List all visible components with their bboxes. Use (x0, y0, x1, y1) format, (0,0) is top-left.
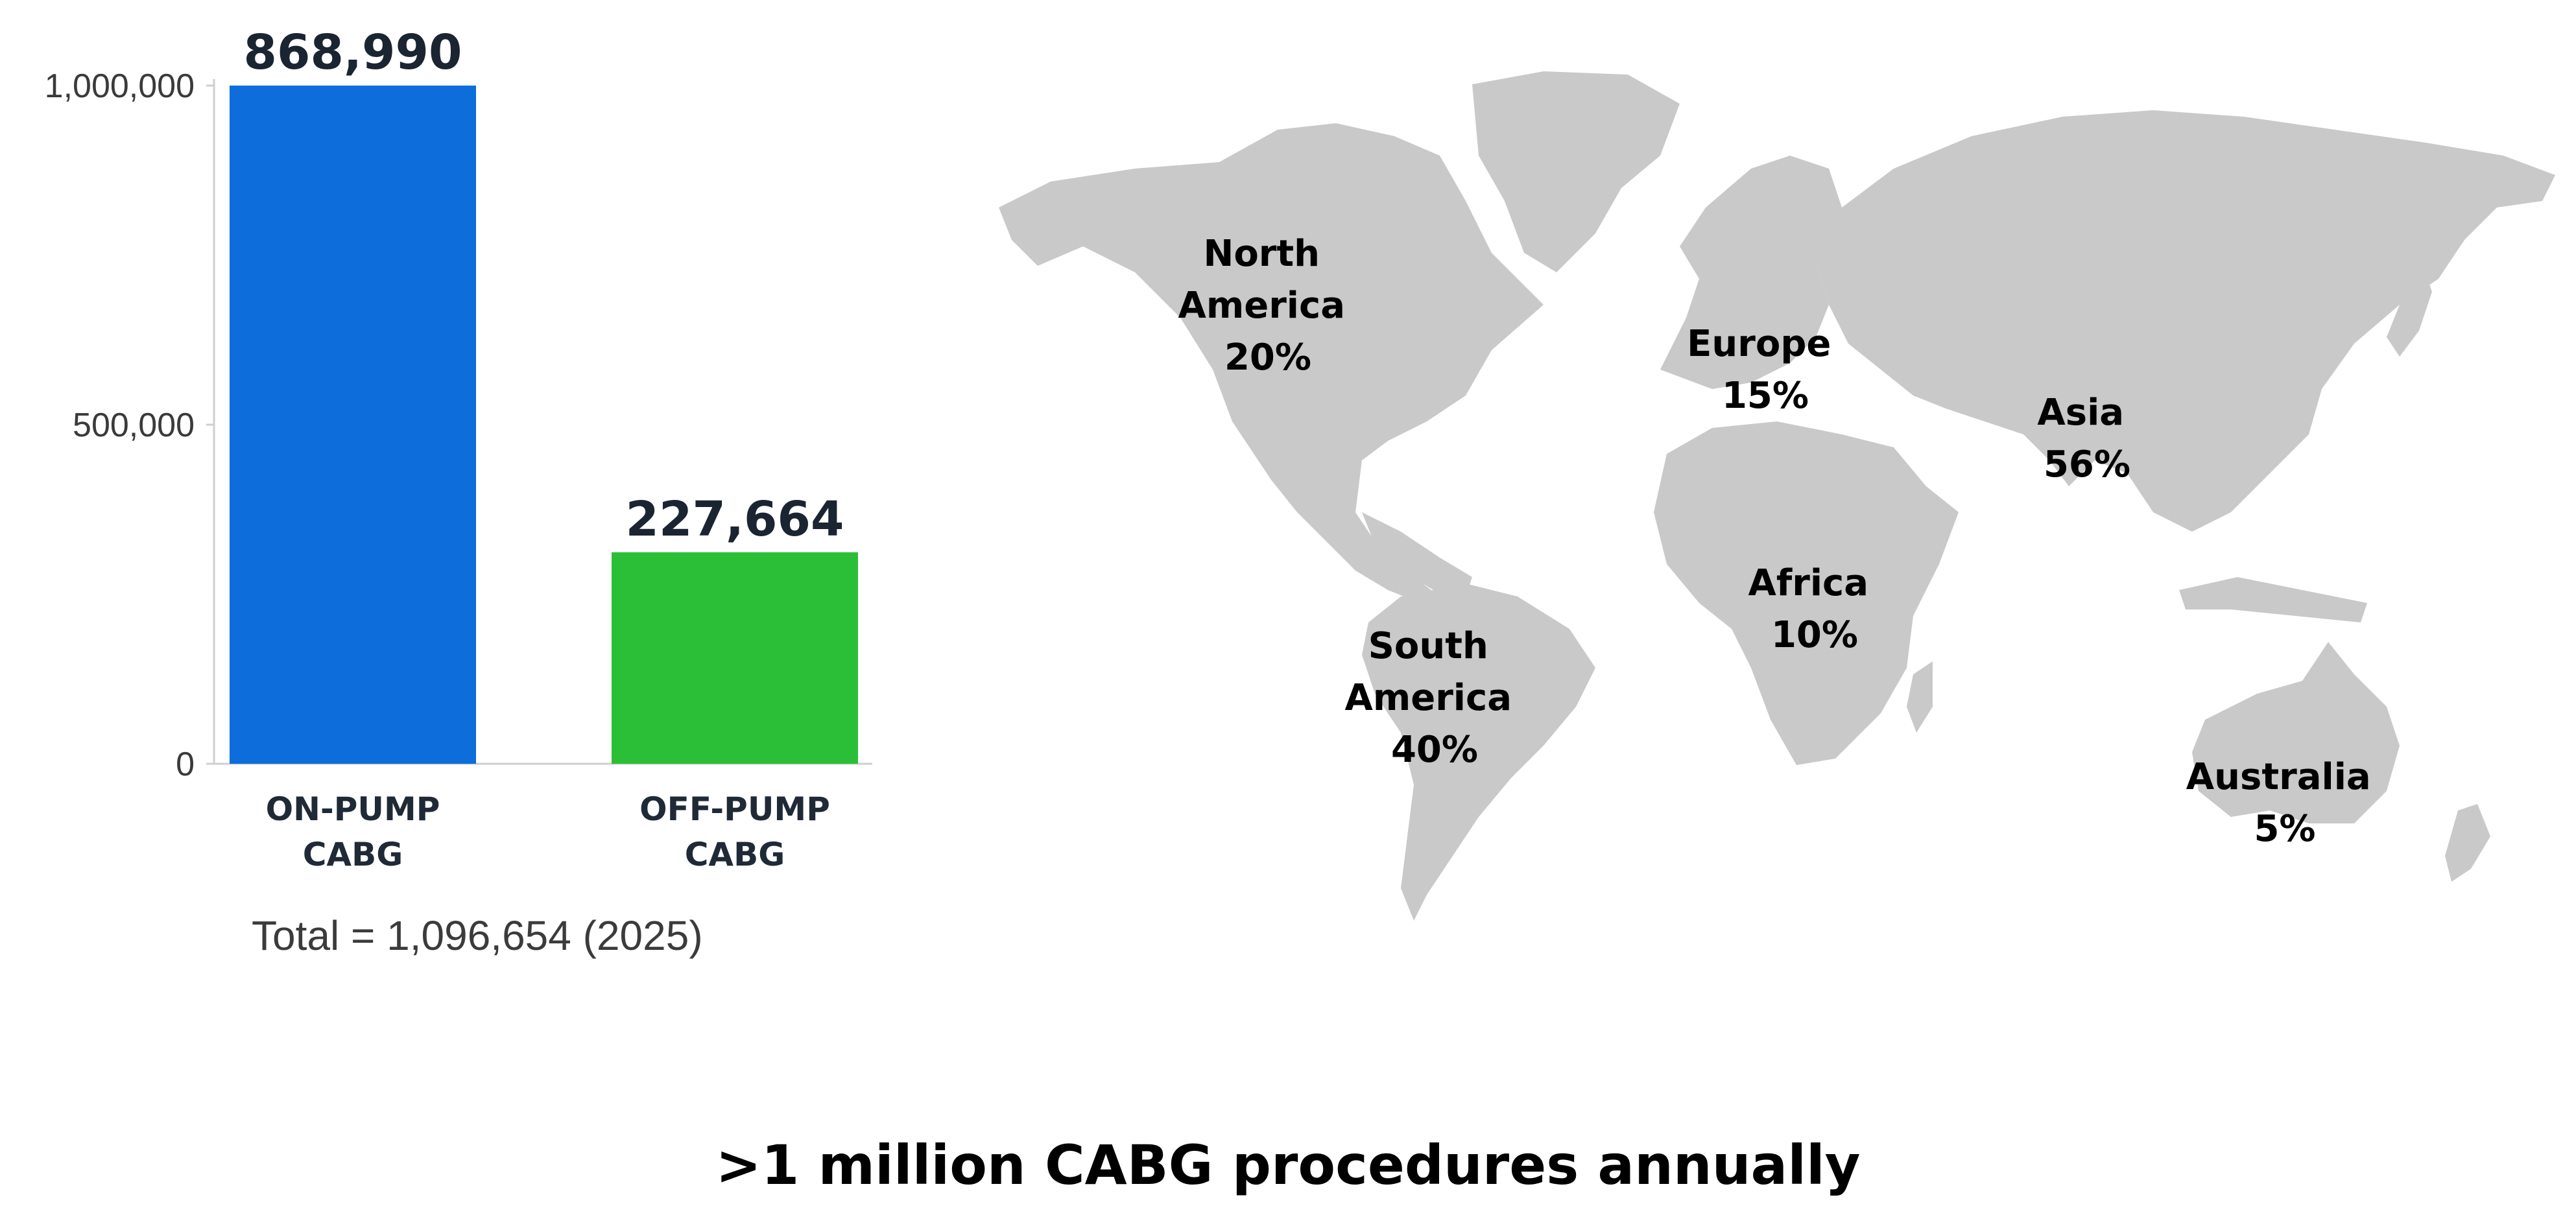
category-label: OFF-PUMP (639, 790, 830, 828)
total-note: Total = 1,096,654 (2025) (252, 912, 703, 959)
headline: >1 million CABG procedures annually (715, 1133, 1861, 1197)
region-label-europe: Europe 15% (1687, 323, 1844, 417)
indonesia-shape (2179, 577, 2367, 622)
region-label-africa: Africa 10% (1748, 562, 1881, 656)
category-label: ON-PUMP (266, 790, 440, 828)
region-label-south-america: South America 40% (1345, 625, 1525, 771)
category-label: CABG (685, 836, 785, 873)
bar-value-label: 227,664 (625, 491, 844, 547)
australia-shape (2192, 642, 2400, 823)
y-tick-label: 0 (176, 746, 195, 783)
continents (999, 71, 2555, 921)
y-tick-label: 500,000 (73, 407, 195, 444)
south-america-shape (1362, 584, 1595, 921)
bar-chart: 0 500,000 1,000,000 868,990 ON-PUMP CABG 227,6… (45, 25, 872, 873)
world-map: North America 20% Europe 15% Asia 56% Af… (999, 71, 2555, 921)
category-label: CABG (303, 836, 403, 873)
madagascar-shape (1907, 661, 1933, 733)
region-label-north-america: North America 20% (1178, 233, 1358, 379)
y-tick-label: 1,000,000 (45, 67, 195, 105)
north-america-shape (999, 123, 1544, 603)
new-zealand-shape (2445, 804, 2490, 882)
bar-value-label: 868,990 (243, 25, 462, 80)
japan-shape (2387, 253, 2432, 357)
greenland-shape (1472, 71, 1680, 272)
africa-shape (1654, 421, 1959, 765)
central-america-shape (1362, 512, 1472, 597)
bar (230, 86, 476, 764)
region-label-australia: Australia 5% (2186, 756, 2383, 850)
region-label-asia: Asia 56% (2037, 392, 2136, 486)
europe-shape (1660, 156, 1842, 389)
asia-shape (1816, 110, 2555, 532)
bar (612, 552, 858, 764)
